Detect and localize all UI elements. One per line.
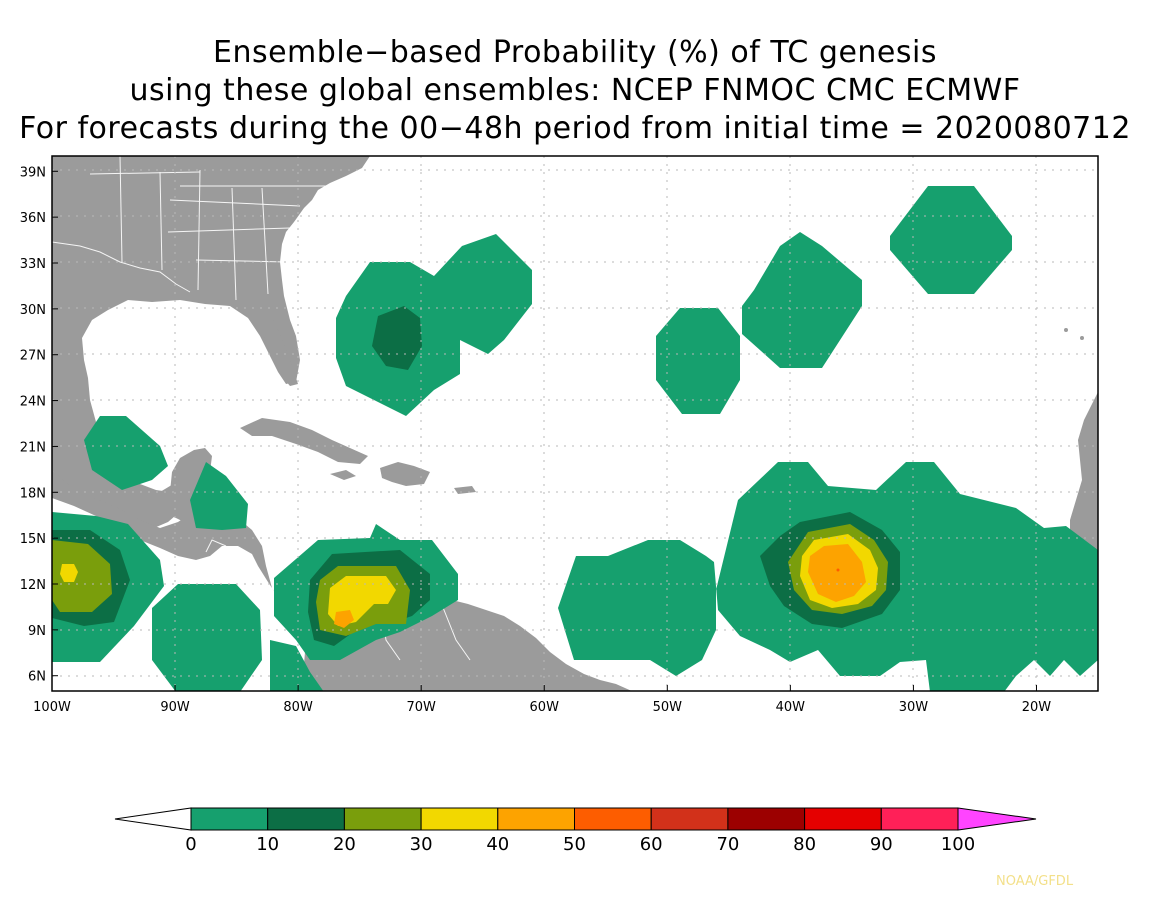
florida-peninsula (258, 306, 298, 386)
lon-tick-label: 40W (776, 700, 806, 715)
genesis-peak-marker (836, 568, 840, 572)
legend-label: 60 (640, 834, 663, 855)
central-america-landmass (52, 470, 318, 656)
credit-label: NOAA/GFDL (996, 874, 1074, 889)
genesis-region-bermuda (336, 234, 532, 416)
lat-tick-label: 12N (20, 578, 46, 593)
lat-tick-label: 27N (20, 349, 46, 364)
africa-landmass (1070, 392, 1098, 566)
legend-above-arrow (957, 807, 1037, 831)
legend-swatch (190, 807, 269, 831)
genesis-region-central-america (190, 462, 248, 530)
legend-swatch (420, 807, 499, 831)
legend-swatch (650, 807, 729, 831)
legend-swatch (267, 807, 345, 831)
genesis-region-caribbean-40 (334, 610, 354, 628)
legend-label: 40 (486, 834, 509, 855)
lat-tick-label: 15N (20, 532, 46, 547)
longitude-axis: 100W 90W 80W 70W 60W 50W 40W 30W 20W (33, 685, 1051, 715)
lon-tick-label: 60W (530, 700, 560, 715)
genesis-region-central-atlantic-north (742, 232, 862, 368)
legend-swatch (727, 807, 806, 831)
color-legend: 0 10 20 30 40 50 60 70 80 90 100 (114, 807, 1037, 855)
genesis-region-azores (890, 186, 1012, 294)
lat-tick-label: 39N (20, 165, 46, 180)
map-grid (52, 156, 1098, 691)
legend-swatch (574, 807, 652, 831)
genesis-region-east-pacific-20 (52, 540, 112, 612)
lon-tick-label: 50W (653, 700, 683, 715)
lon-tick-label: 90W (160, 700, 190, 715)
probability-contours (52, 186, 1098, 691)
political-borders (52, 156, 471, 661)
hispaniola-island (380, 462, 430, 486)
lat-tick-label: 21N (20, 440, 46, 455)
legend-label: 30 (410, 834, 433, 855)
legend-swatch (343, 807, 422, 831)
legend-label: 0 (185, 834, 196, 855)
genesis-region-bermuda-10 (372, 306, 422, 370)
legend-label: 20 (333, 834, 356, 855)
map-canvas (52, 156, 1098, 691)
lon-tick-label: 100W (33, 700, 71, 715)
legend-swatch (497, 807, 575, 831)
genesis-region-campeche (84, 416, 168, 490)
jamaica-island (330, 470, 356, 480)
legend-label: 10 (256, 834, 279, 855)
lat-tick-label: 18N (20, 486, 46, 501)
canary-islands (1064, 328, 1068, 332)
title-line-3: For forecasts during the 00−48h period f… (19, 111, 1131, 146)
genesis-region-mdr-40 (808, 544, 866, 602)
canary-islands (1080, 336, 1084, 340)
genesis-region-east-pacific-30 (60, 564, 78, 582)
genesis-region-caribbean-south-2 (270, 640, 324, 691)
lat-tick-label: 24N (20, 395, 46, 410)
lat-tick-label: 30N (20, 303, 46, 318)
lat-tick-label: 9N (28, 624, 46, 639)
title-line-1: Ensemble−based Probability (%) of TC gen… (213, 35, 937, 70)
legend-swatch (804, 807, 882, 831)
latitude-axis: 39N 36N 33N 30N 27N 24N 21N 18N 15N 12N 9N 6N (20, 165, 58, 685)
genesis-region-central-atlantic (656, 308, 740, 414)
cuba-island (240, 418, 368, 464)
lon-tick-label: 70W (406, 700, 436, 715)
legend-label: 100 (941, 834, 975, 855)
title-line-2: using these global ensembles: NCEP FNMOC… (129, 73, 1021, 108)
lat-tick-label: 33N (20, 257, 46, 272)
legend-below-arrow (114, 807, 192, 831)
genesis-region-pacific-south (152, 584, 262, 691)
puerto-rico-island (454, 486, 476, 494)
lat-tick-label: 36N (20, 211, 46, 226)
legend-label: 50 (563, 834, 586, 855)
lon-tick-label: 20W (1022, 700, 1052, 715)
legend-label: 70 (716, 834, 739, 855)
lat-tick-label: 6N (28, 670, 46, 685)
legend-label: 90 (870, 834, 893, 855)
legend-label: 80 (793, 834, 816, 855)
map-frame (51, 155, 1099, 692)
north-america-landmass (52, 156, 370, 528)
lon-tick-label: 80W (283, 700, 313, 715)
lon-tick-label: 30W (899, 700, 929, 715)
legend-swatch (880, 807, 959, 831)
